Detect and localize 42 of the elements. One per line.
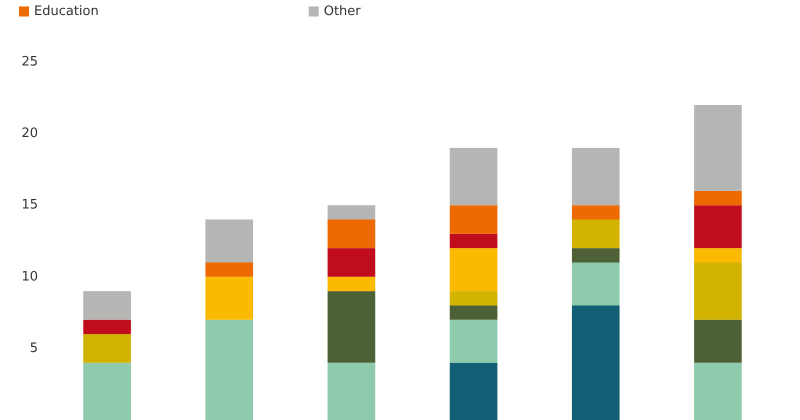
bar <box>450 305 498 320</box>
bar <box>328 276 376 292</box>
bar <box>328 362 376 420</box>
bar <box>694 362 742 420</box>
y-tick-label: 25 <box>21 54 38 70</box>
bar <box>205 220 254 262</box>
y-tick-label: 5 <box>30 340 38 356</box>
bar <box>694 104 742 191</box>
bar <box>450 234 498 248</box>
bar <box>572 205 620 220</box>
bar <box>83 320 131 334</box>
bar <box>694 248 742 262</box>
bar <box>694 320 742 363</box>
bar <box>694 205 742 248</box>
bar <box>83 362 131 420</box>
bar <box>205 276 254 320</box>
bar <box>328 248 376 277</box>
bar <box>328 205 376 220</box>
bar <box>450 320 498 363</box>
bar <box>205 320 254 420</box>
bar <box>205 262 254 277</box>
bar <box>572 305 620 420</box>
bar <box>328 220 376 248</box>
bar <box>450 148 498 206</box>
legend-label: Other <box>324 4 362 19</box>
bar <box>572 220 620 248</box>
y-tick-label: 20 <box>21 126 38 142</box>
bar <box>694 262 742 320</box>
bar <box>572 248 620 262</box>
bar <box>328 291 376 363</box>
bar <box>572 262 620 306</box>
y-tick-label: 10 <box>21 269 38 284</box>
legend-label: Education <box>34 4 99 19</box>
bar <box>694 190 742 206</box>
bar <box>450 205 498 234</box>
bar <box>572 148 620 206</box>
bar <box>83 291 131 320</box>
bar <box>450 248 498 292</box>
y-tick-label: 15 <box>21 198 38 213</box>
bar <box>450 291 498 306</box>
bar <box>450 362 498 420</box>
bar <box>83 334 131 363</box>
